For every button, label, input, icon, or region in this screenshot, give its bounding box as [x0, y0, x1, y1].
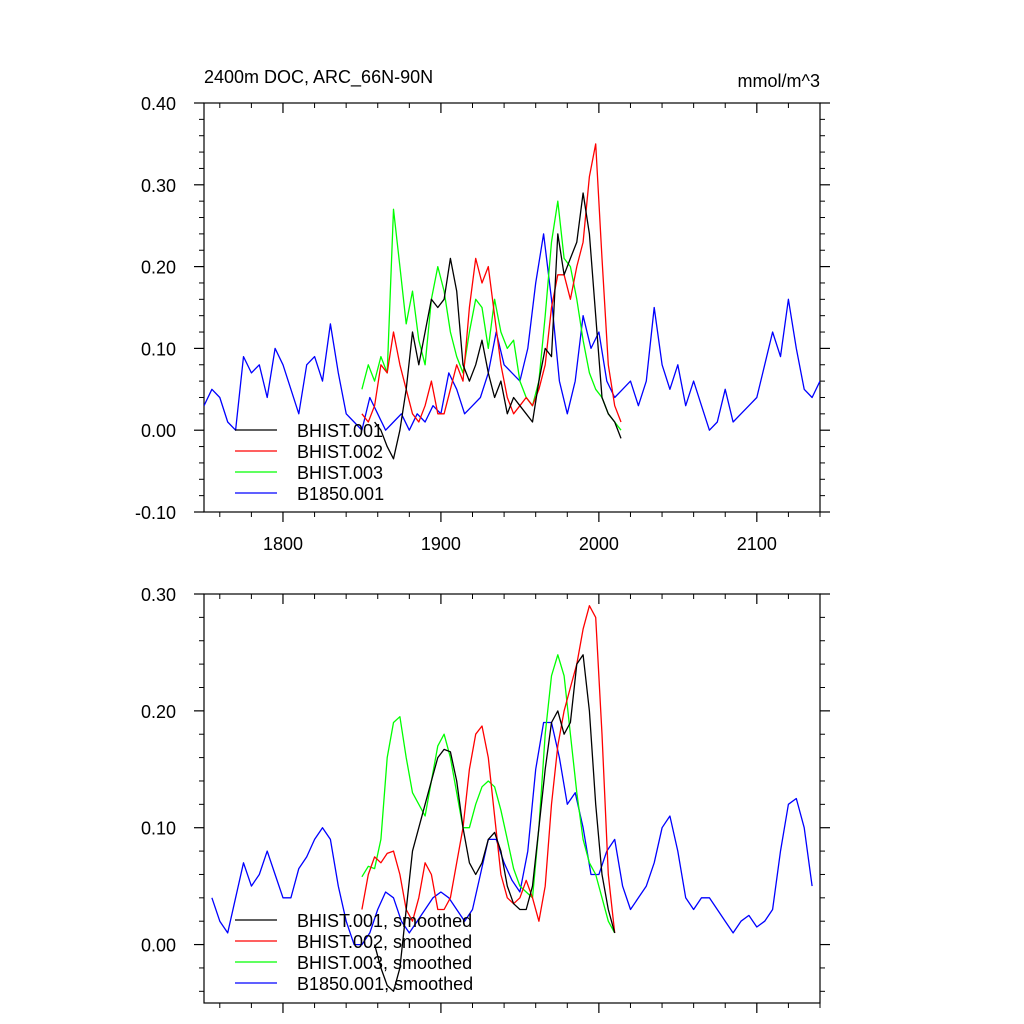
x-tick-label: 2100	[737, 534, 777, 554]
y-tick-label: 0.30	[141, 585, 176, 605]
y-tick-label: 0.40	[141, 94, 176, 114]
series-line-0	[373, 654, 616, 992]
series-line-3	[204, 233, 820, 431]
chart-title: 2400m DOC, ARC_66N-90N	[204, 67, 433, 88]
y-tick-label: 0.00	[141, 421, 176, 441]
series-line-3	[211, 721, 813, 946]
series-line-2	[361, 654, 616, 934]
legend-label: B1850.001, smoothed	[297, 974, 473, 994]
legend-label: BHIST.003	[297, 463, 383, 483]
y-tick-label: 0.20	[141, 702, 176, 722]
legend-label: BHIST.001	[297, 421, 383, 441]
y-tick-label: 0.20	[141, 258, 176, 278]
x-tick-label: 1800	[263, 534, 303, 554]
y-tick-label: 0.30	[141, 176, 176, 196]
x-tick-label: 1900	[421, 534, 461, 554]
legend-label: BHIST.003, smoothed	[297, 953, 472, 973]
legend-label: B1850.001	[297, 484, 384, 504]
legend-label: BHIST.002	[297, 442, 383, 462]
series-line-0	[374, 192, 622, 460]
y-tick-label: 0.10	[141, 339, 176, 359]
y-tick-label: 0.00	[141, 936, 176, 956]
plot-frame	[203, 593, 821, 1004]
legend-label: BHIST.002, smoothed	[297, 932, 472, 952]
series-line-1	[361, 605, 616, 933]
series-line-2	[361, 200, 622, 431]
y-tick-label: -0.10	[135, 503, 176, 523]
series-line-1	[361, 143, 622, 423]
chart-units: mmol/m^3	[738, 71, 820, 91]
plot-frame	[203, 102, 821, 513]
legend-label: BHIST.001, smoothed	[297, 911, 472, 931]
x-tick-label: 2000	[579, 534, 619, 554]
top-panel: 1800 1900 2000 2100 -0.10 0.00 0.10 0.20 0.30 0.4…	[135, 94, 830, 554]
y-tick-label: 0.10	[141, 819, 176, 839]
